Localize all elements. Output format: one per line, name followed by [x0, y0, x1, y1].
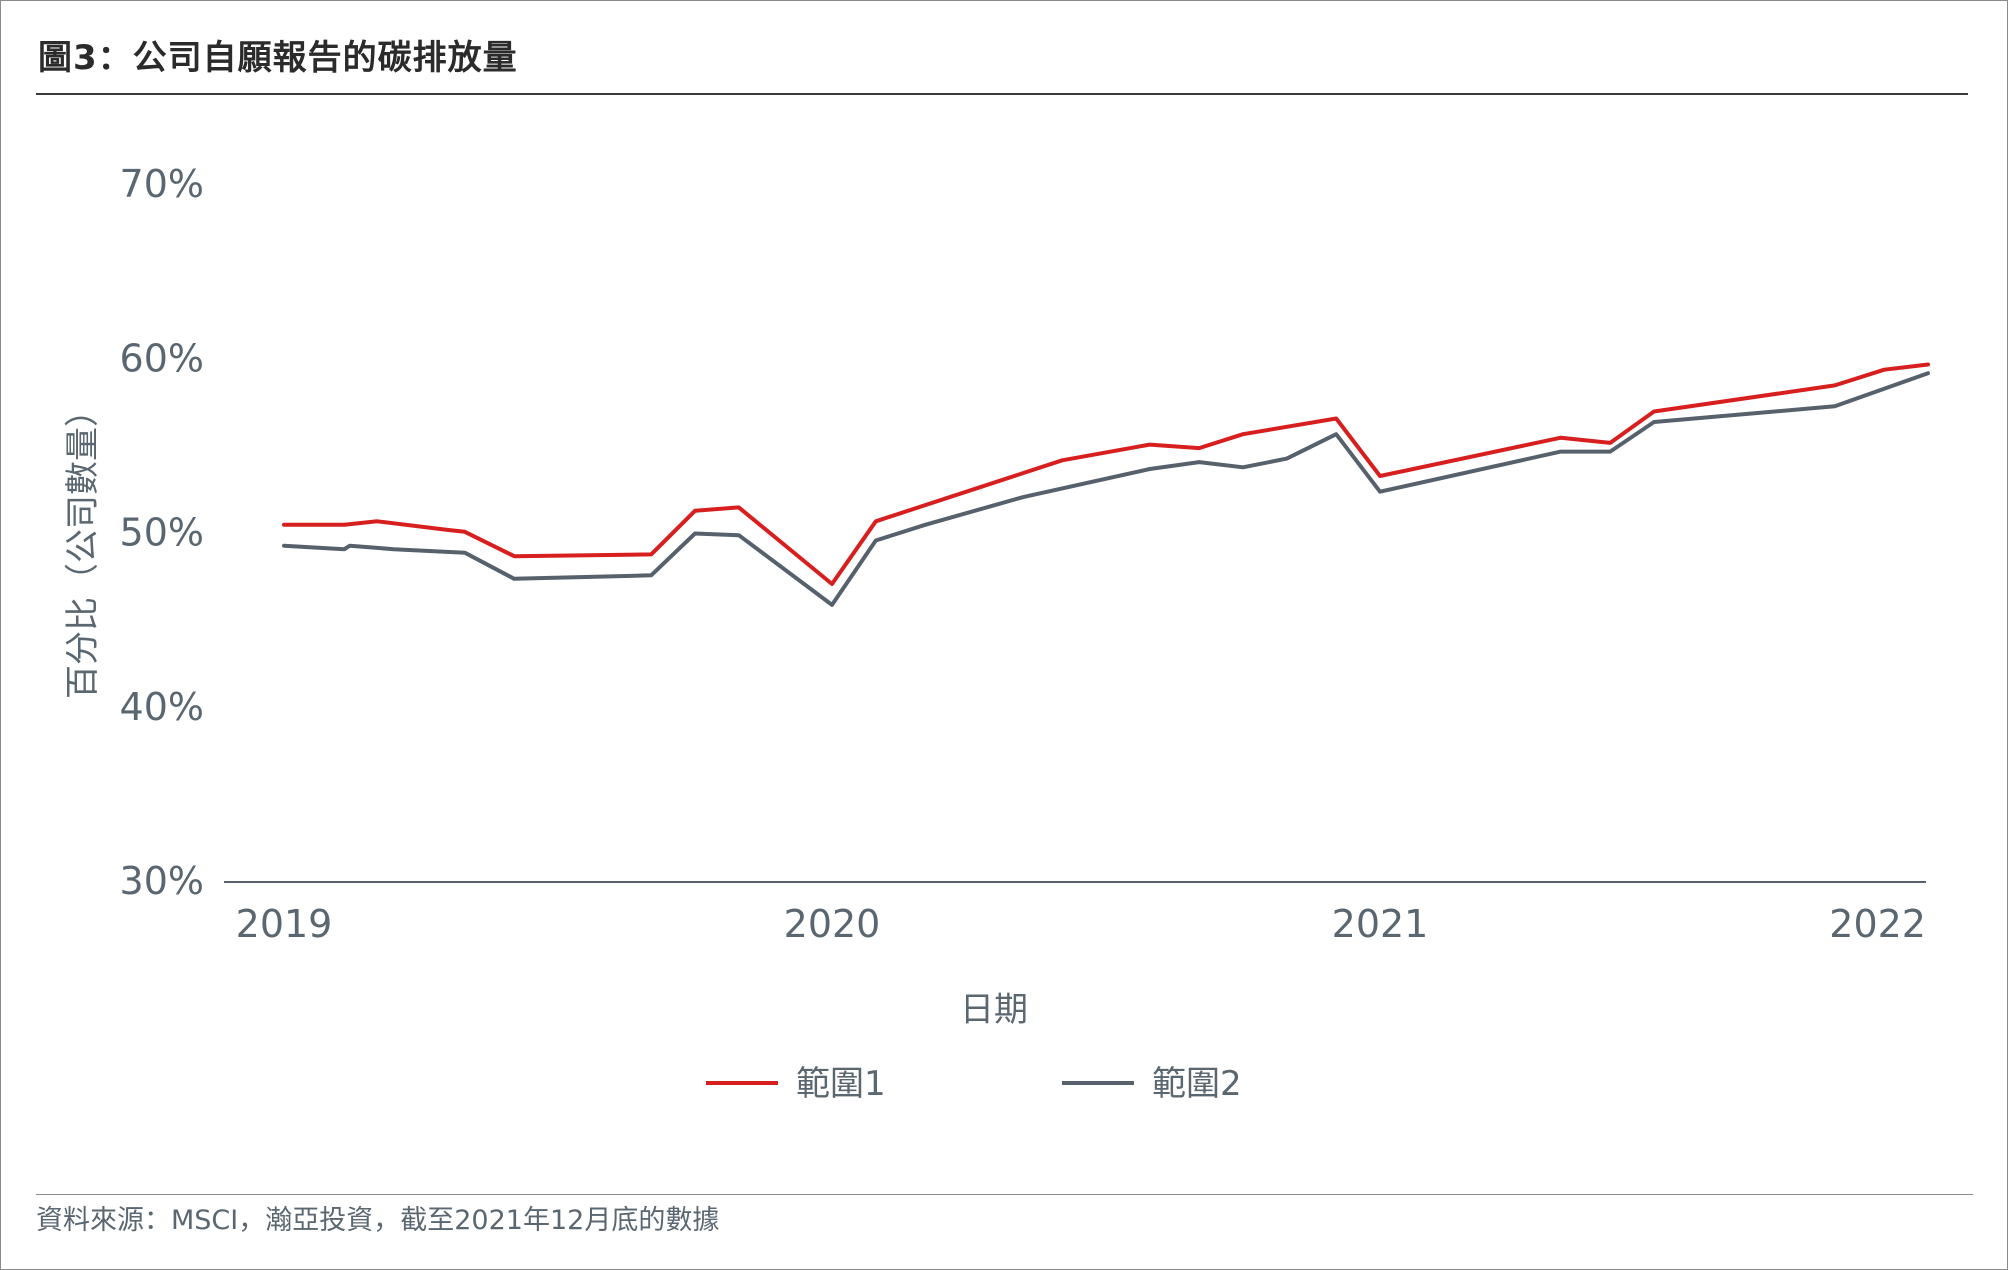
legend-label: 範圍2: [1152, 1064, 1242, 1104]
y-axis-ticks: 30% 40% 50% 60% 70%: [120, 162, 204, 903]
chart-title: 圖3：公司自願報告的碳排放量: [38, 38, 518, 78]
x-tick-label: 2022: [1829, 902, 1926, 946]
series-line: [282, 362, 1930, 586]
y-tick-label: 50%: [120, 511, 204, 555]
title-divider: [36, 93, 1968, 95]
y-tick-label: 30%: [120, 859, 204, 903]
legend-label: 範圍1: [796, 1064, 886, 1104]
y-tick-label: 60%: [120, 336, 204, 380]
line-chart: 30% 40% 50% 60% 70% 2019 2020 2021 2022 百分比（公司數…: [63, 162, 1930, 1104]
series-lines: [282, 362, 1930, 607]
y-tick-label: 70%: [120, 162, 204, 206]
y-tick-label: 40%: [120, 685, 204, 729]
x-axis-title: 日期: [960, 990, 1028, 1030]
y-axis-title: 百分比（公司數量）: [63, 393, 103, 699]
source-note: 資料來源：MSCI，瀚亞投資，截至2021年12月底的數據: [36, 1205, 720, 1236]
legend: 範圍1 範圍2: [706, 1064, 1242, 1104]
x-tick-label: 2020: [784, 902, 881, 946]
series-line: [282, 371, 1930, 607]
x-tick-label: 2021: [1332, 902, 1429, 946]
x-axis-ticks: 2019 2020 2021 2022: [236, 902, 1926, 946]
footer-divider: [36, 1194, 1973, 1195]
x-tick-label: 2019: [236, 902, 333, 946]
